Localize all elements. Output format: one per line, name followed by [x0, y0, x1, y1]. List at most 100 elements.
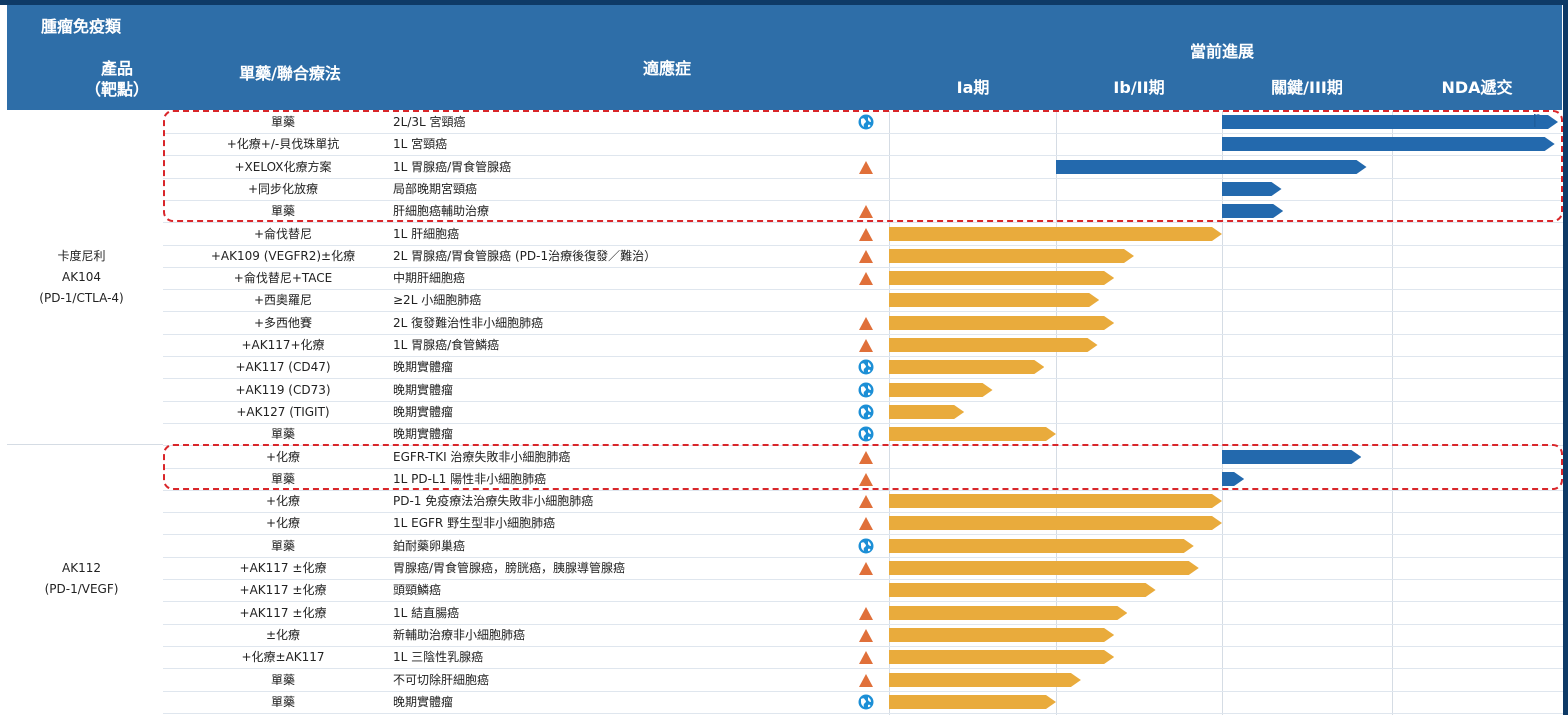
pipeline-row: +化療±AK117 1L 三陰性乳腺癌 — [163, 646, 1563, 670]
right-border — [1563, 0, 1568, 715]
top-border — [0, 0, 1568, 5]
product-name: 卡度尼利 — [57, 249, 106, 263]
progress-column-header: 當前進展 — [1189, 42, 1254, 61]
indication-cell: 不可切除肝細胞癌 — [393, 672, 490, 687]
indication-column-header: 適應症 — [642, 59, 691, 78]
triangle-icon — [859, 673, 873, 687]
pipeline-row: +化療 1L EGFR 野生型非小細胞肺癌 — [163, 512, 1563, 536]
indication-cell: 中期肝細胞癌 — [393, 271, 466, 286]
indication-cell: 肝細胞癌輔助治療 — [393, 204, 490, 219]
indication-cell: 局部晚期宮頸癌 — [393, 181, 478, 196]
indication-cell: 2L 胃腺癌/胃食管腺癌 (PD-1治療後復發／難治） — [393, 248, 657, 263]
indication-cell: 1L PD-L1 陽性非小細胞肺癌 — [393, 471, 547, 486]
pipeline-row: 單藥 晚期實體瘤 — [163, 423, 1563, 447]
progress-bar-shape — [889, 382, 993, 397]
triangle-icon — [859, 339, 873, 352]
indication-cell: 1L 結直腸癌 — [393, 605, 460, 620]
pipeline-row: 單藥 鉑耐藥卵巢癌 — [163, 535, 1563, 558]
therapy-column-header: 單藥/聯合療法 — [239, 64, 341, 83]
progress-bar-shape — [1222, 181, 1282, 196]
pipeline-row: +AK117 ±化療 頭頸鱗癌 — [163, 579, 1563, 603]
pipeline-row: +XELOX化療方案 1L 胃腺癌/胃食管腺癌 — [163, 156, 1563, 179]
phase-header-ib-ii: Ib/II期 — [1113, 78, 1165, 97]
pipeline-row: +AK119 (CD73) 晚期實體瘤 — [163, 379, 1563, 402]
indication-cell: EGFR-TKI 治療失敗非小細胞肺癌 — [393, 449, 571, 464]
progress-bar-shape — [1222, 137, 1555, 152]
triangle-icon — [859, 495, 873, 509]
therapy-cell: +AK117+化療 — [241, 338, 325, 352]
progress-bar-shape — [1222, 115, 1558, 129]
progress-bar-shape — [889, 404, 965, 419]
pipeline-row: +AK127 (TIGIT) 晚期實體瘤 — [163, 401, 1563, 424]
progress-bar-shape — [889, 583, 1156, 598]
globe-icon — [858, 359, 874, 375]
progress-bar — [1222, 204, 1284, 219]
progress-bar-shape — [889, 605, 1128, 620]
indication-cell: 晚期實體瘤 — [393, 404, 454, 419]
triangle-icon — [859, 606, 873, 620]
progress-bar-shape — [889, 248, 1135, 263]
progress-bar-shape — [889, 427, 1056, 442]
product-target: (PD-1/CTLA-4) — [39, 291, 124, 305]
pipeline-row: 單藥 2L/3L 宮頸癌 — [163, 111, 1563, 134]
indication-cell: 晚期實體瘤 — [393, 360, 454, 375]
progress-bar — [889, 293, 1100, 308]
pipeline-row: 單藥 晚期實體瘤 — [163, 691, 1563, 714]
pipeline-row: ±化療 新輔助治療非小細胞肺癌 — [163, 624, 1563, 647]
therapy-cell: +化療±AK117 — [241, 650, 325, 665]
triangle-icon — [859, 562, 873, 575]
pipeline-row: 單藥 不可切除肝細胞癌 — [163, 669, 1563, 692]
progress-bar-shape — [889, 561, 1199, 575]
progress-bar-shape — [889, 538, 1194, 553]
indication-cell: PD-1 免疫療法治療失敗非小細胞肺癌 — [393, 494, 594, 509]
progress-bar-shape — [889, 315, 1115, 330]
grid-line-ib — [1056, 111, 1057, 715]
pipeline-row: +西奧羅尼 ≥2L 小細胞肺癌 — [163, 289, 1563, 313]
pipeline-row: +AK117+化療 1L 胃腺癌/食管鱗癌 — [163, 334, 1563, 357]
indication-cell: 晚期實體瘤 — [393, 382, 454, 397]
indication-cell: 晚期實體瘤 — [393, 427, 454, 442]
progress-bar — [1222, 181, 1282, 196]
progress-bar — [889, 315, 1115, 330]
therapy-cell: +AK109 (VEGFR2)±化療 — [210, 248, 356, 263]
globe-icon — [858, 538, 874, 554]
therapy-cell: +AK117 ±化療 — [239, 583, 327, 598]
therapy-cell: +AK117 (CD47) — [235, 360, 331, 375]
progress-bar — [889, 248, 1135, 263]
pipeline-row: +化療+/-貝伐珠單抗 1L 宮頸癌 — [163, 133, 1563, 157]
indication-cell: 1L 三陰性乳腺癌 — [393, 650, 484, 665]
indication-cell: 2L 復發難治性非小細胞肺癌 — [393, 315, 544, 330]
therapy-cell: 單藥 — [270, 538, 295, 553]
progress-bar-shape — [889, 672, 1081, 687]
triangle-icon — [859, 249, 873, 263]
highlight-box-ak104 — [163, 110, 1563, 222]
progress-bar — [1222, 115, 1558, 129]
therapy-cell: +AK117 ±化療 — [239, 561, 327, 575]
progress-bar — [889, 538, 1194, 553]
pipeline-row: +多西他賽 2L 復發難治性非小細胞肺癌 — [163, 312, 1563, 335]
triangle-icon — [859, 450, 873, 464]
pipeline-row: +化療 PD-1 免疫療法治療失敗非小細胞肺癌 — [163, 490, 1563, 514]
progress-bar-shape — [889, 516, 1222, 531]
pipeline-row: +AK117 ±化療 胃腺癌/胃食管腺癌，膀胱癌，胰腺導管腺癌 — [163, 557, 1563, 580]
section-title: 腫瘤免疫類 — [41, 17, 122, 36]
pipeline-row: 單藥 肝細胞癌輔助治療 — [163, 200, 1563, 224]
indication-cell: 鉑耐藥卵巢癌 — [393, 538, 466, 553]
globe-icon — [858, 404, 874, 420]
globe-icon — [858, 382, 874, 398]
indication-cell: 2L/3L 宮頸癌 — [393, 115, 466, 129]
progress-bar-shape — [889, 627, 1115, 642]
therapy-cell: +AK127 (TIGIT) — [236, 404, 330, 419]
pipeline-row: +AK117 ±化療 1L 結直腸癌 — [163, 602, 1563, 625]
triangle-icon — [859, 517, 873, 531]
pipeline-row: +AK117 (CD47) 晚期實體瘤 — [163, 356, 1563, 380]
progress-bar — [1056, 159, 1367, 174]
indication-cell: ≥2L 小細胞肺癌 — [393, 293, 482, 308]
progress-bar — [1222, 137, 1555, 152]
progress-bar — [889, 650, 1115, 665]
indication-cell: 新輔助治療非小細胞肺癌 — [393, 627, 526, 642]
progress-bar-shape — [889, 494, 1222, 509]
indication-cell: 1L 胃腺癌/食管鱗癌 — [393, 338, 500, 352]
progress-bar — [889, 427, 1056, 442]
triangle-icon — [859, 316, 873, 330]
